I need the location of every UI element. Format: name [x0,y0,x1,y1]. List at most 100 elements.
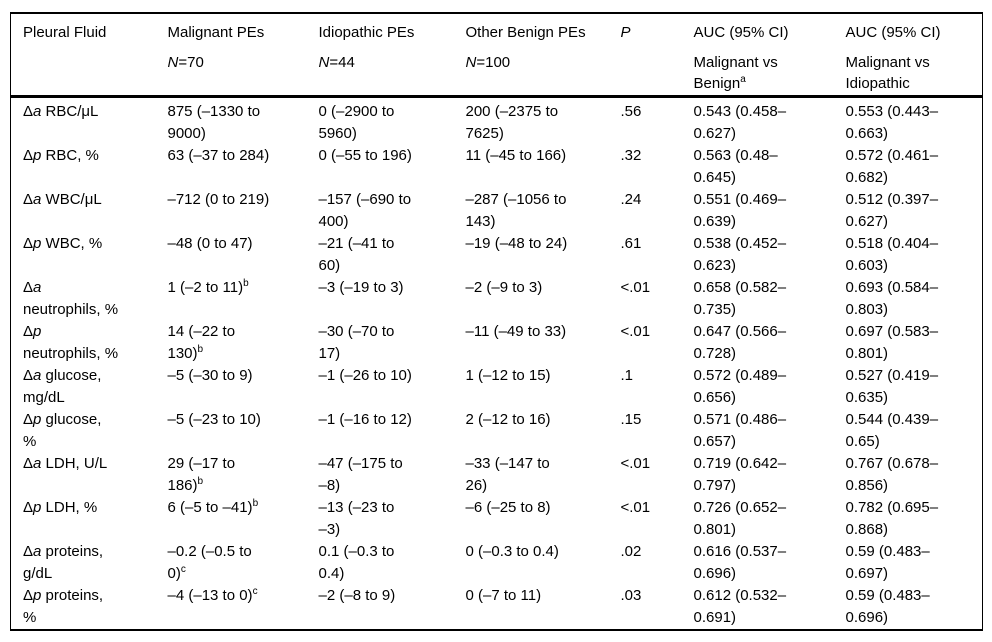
delta-symbol: Δ [23,586,34,604]
column-label: Idiopathic PEs [318,24,415,41]
cell-value: .1 [620,366,634,384]
table-cell: 0.512 (0.397– 0.627) [834,189,983,233]
table-cell: 0.571 (0.486– 0.657) [682,409,834,453]
table-cell: –3 (–19 to 3) [307,277,454,321]
table-row: Δa WBC/μL –712 (0 to 219) –157 (–690 to 40… [11,189,983,233]
cell-value: –1 (–16 to 12) [318,410,412,428]
cell-value: <.01 [620,322,651,340]
cell-value: .56 [620,102,642,120]
cell-value: 0.767 (0.678– 0.856) [845,454,939,494]
cell-value: 0.726 (0.652– 0.801) [693,498,787,538]
delta-symbol: Δ [23,366,34,384]
table-cell: 0 (–55 to 196) [307,145,454,189]
variable-letter: a [33,278,42,296]
table-cell: –6 (–25 to 8) [454,497,609,541]
table-cell: 0.1 (–0.3 to 0.4) [307,541,454,585]
footnote-marker: b [197,343,204,355]
column-subheader: Malignant vs Benigna [694,52,822,94]
cell-value: –30 (–70 to 17) [318,322,395,362]
table-cell: 0.767 (0.678– 0.856) [834,453,983,497]
variable-letter: p [33,410,42,428]
cell-value: 0.782 (0.695– 0.868) [845,498,939,538]
row-label-text: WBC/μL [41,190,102,208]
row-label: Δa LDH, U/L [11,453,156,497]
cell-value: –1 (–26 to 10) [318,366,412,384]
cell-value: 0 (–55 to 196) [318,146,412,164]
table-cell: –2 (–9 to 3) [454,277,609,321]
row-label: Δa glucose, mg/dL [11,365,156,409]
cell-value: –5 (–30 to 9) [167,366,253,384]
table-header: Pleural Fluid Malignant PEs N=70 Idiopathic… [10,13,983,98]
variable-letter: p [33,498,42,516]
cell-value: 0.697 (0.583– 0.801) [845,322,939,362]
table-row: Δp RBC, % 63 (–37 to 284) 0 (–55 to 196) 11… [11,145,983,189]
delta-symbol: Δ [23,454,34,472]
row-label-text: proteins, g/dL [23,542,104,582]
delta-symbol: Δ [23,278,34,296]
row-label-text: WBC, % [41,234,103,252]
footnote-marker: a [740,74,746,85]
table-cell: –21 (–41 to 60) [307,233,454,277]
footnote-marker: b [197,475,204,487]
cell-value: 0.612 (0.532– 0.691) [693,586,787,626]
cell-value: –712 (0 to 219) [167,190,270,208]
table-cell: –48 (0 to 47) [156,233,307,277]
n-symbol: N [167,54,179,71]
table-cell: –712 (0 to 219) [156,189,307,233]
footnote-marker: c [252,585,258,597]
variable-letter: p [33,234,42,252]
cell-value: –0.2 (–0.5 to 0) [167,542,252,582]
variable-letter: a [33,454,42,472]
cell-value: 0.538 (0.452– 0.623) [693,234,787,274]
header-row: Pleural Fluid Malignant PEs N=70 Idiopathic… [10,13,983,98]
table-cell: 0.616 (0.537– 0.696) [682,541,834,585]
cell-value: 0.693 (0.584– 0.803) [845,278,939,318]
row-label: Δp WBC, % [11,233,156,277]
table-cell: –5 (–23 to 10) [156,409,307,453]
cell-value: 0.571 (0.486– 0.657) [693,410,787,450]
row-label: Δa proteins, g/dL [11,541,156,585]
table-cell: 0.527 (0.419– 0.635) [834,365,983,409]
table-body: Δa RBC/μL 875 (–1330 to 9000) 0 (–2900 to … [11,96,983,630]
row-label: Δp LDH, % [11,497,156,541]
table-cell: –0.2 (–0.5 to 0)c [156,541,307,585]
table-cell: .15 [609,409,682,453]
column-subheader: N=44 [319,52,442,73]
cell-value: –5 (–23 to 10) [167,410,261,428]
table-row: Δa glucose, mg/dL –5 (–30 to 9) –1 (–26 to… [11,365,983,409]
table-cell: .56 [609,96,682,145]
cell-value: 63 (–37 to 284) [167,146,270,164]
cell-value: 0.543 (0.458– 0.627) [693,102,787,142]
column-label: P [620,24,631,41]
variable-letter: a [33,102,42,120]
table-cell: <.01 [609,321,682,365]
table-cell: 0.693 (0.584– 0.803) [834,277,983,321]
cell-value: –2 (–9 to 3) [465,278,543,296]
cell-value: –4 (–13 to 0) [167,586,253,604]
table-cell: 0 (–7 to 11) [454,585,609,630]
row-label-text: glucose, % [23,410,102,450]
table-cell: 0.553 (0.443– 0.663) [834,96,983,145]
row-label-text: neutrophils, % [23,344,119,362]
row-label-text: RBC, % [41,146,99,164]
table-cell: .24 [609,189,682,233]
column-label: AUC (95% CI) [845,24,941,41]
cell-value: 0.719 (0.642– 0.797) [693,454,787,494]
delta-symbol: Δ [23,190,34,208]
table-cell: .03 [609,585,682,630]
cell-value: <.01 [620,278,651,296]
table-cell: 0.59 (0.483– 0.696) [834,585,983,630]
table-cell: 0.612 (0.532– 0.691) [682,585,834,630]
table-row: Δp proteins, % –4 (–13 to 0)c –2 (–8 to 9)… [11,585,983,630]
cell-value: 200 (–2375 to 7625) [465,102,559,142]
cell-value: 0.647 (0.566– 0.728) [693,322,787,362]
cell-value: 0.512 (0.397– 0.627) [845,190,939,230]
variable-letter: p [33,322,42,340]
subheader-text: Malignant vs Idiopathic [845,54,930,92]
n-symbol: N [465,54,477,71]
table-row: Δp neutrophils, % 14 (–22 to 130)b –30 (–7… [11,321,983,365]
table-cell: 0.726 (0.652– 0.801) [682,497,834,541]
cell-value: 0.572 (0.461– 0.682) [845,146,939,186]
n-symbol: N [318,54,330,71]
